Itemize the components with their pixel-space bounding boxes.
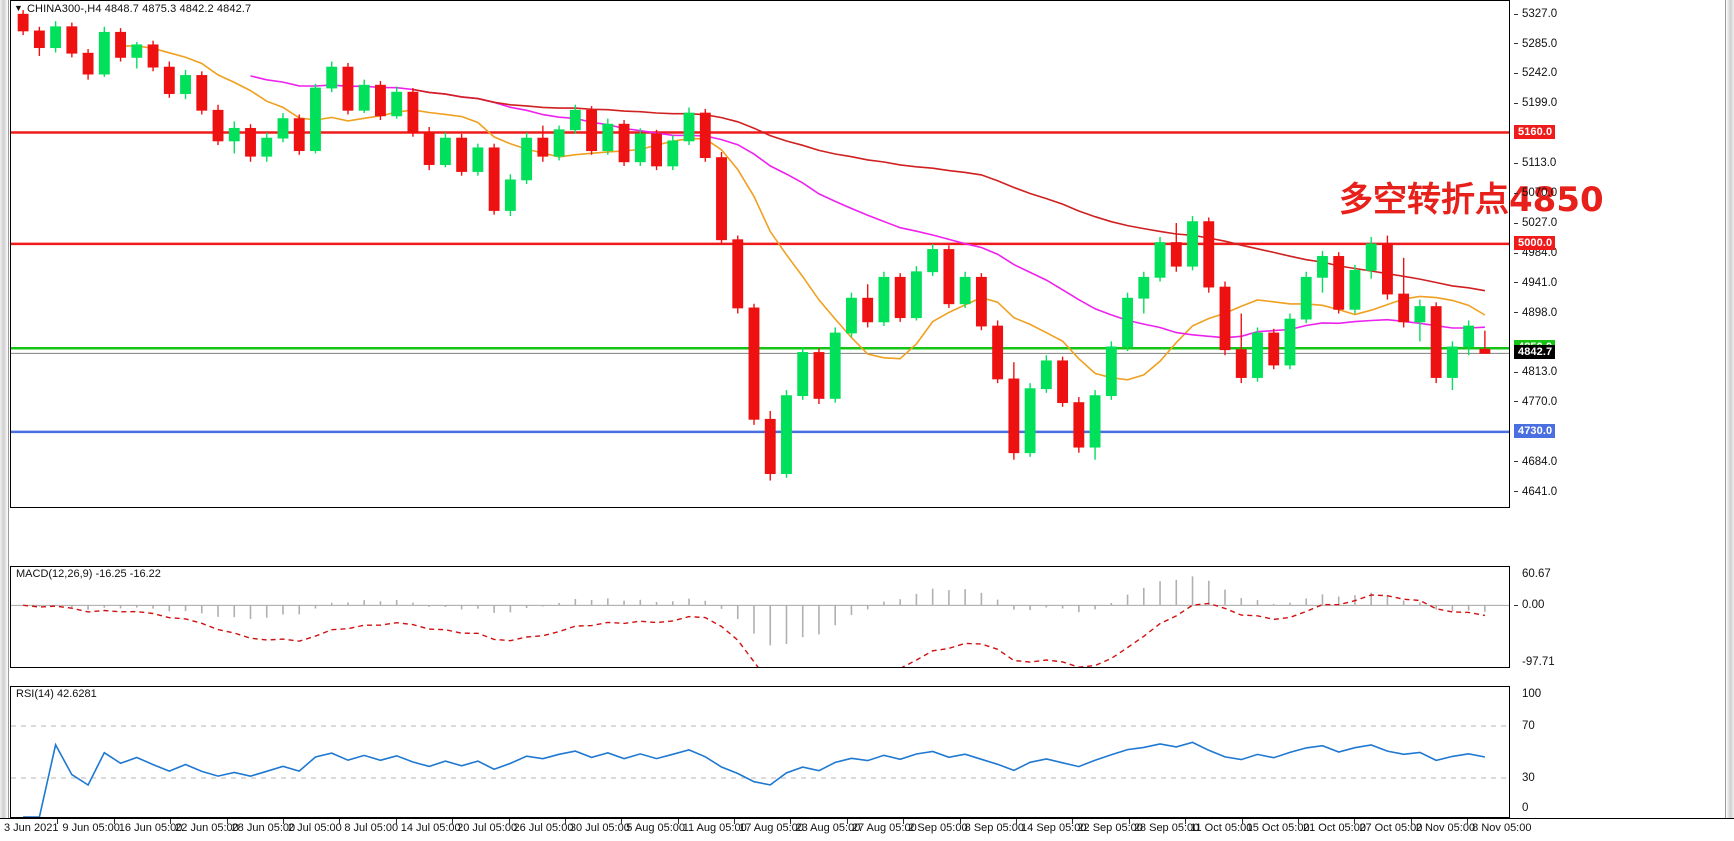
time-label: 30 Jul 05:00	[569, 822, 630, 834]
price-tick: 4898.0	[1514, 307, 1557, 319]
price-tick: 5113.0	[1514, 157, 1556, 169]
rsi-pane[interactable]	[10, 686, 1510, 818]
time-label: 8 Nov 05:00	[1472, 822, 1532, 834]
time-tick	[339, 819, 341, 824]
resistance-5160[interactable]: 5160.0	[1514, 124, 1556, 139]
rsi-scale-tick: 0	[1522, 802, 1529, 814]
price-tick: 4641.0	[1514, 486, 1557, 498]
time-tick	[452, 819, 454, 824]
macd-scale-tick: -97.71	[1522, 656, 1555, 668]
price-tick: 4684.0	[1514, 456, 1557, 468]
time-label: 28 Sep 05:00	[1133, 822, 1200, 834]
time-label: 14 Sep 05:00	[1021, 822, 1087, 834]
price-tick: 5285.0	[1514, 38, 1557, 50]
time-label: 20 Jul 05:00	[457, 822, 518, 834]
time-label: 21 Oct 05:00	[1302, 822, 1366, 834]
time-label: 3 Jun 2021	[4, 822, 59, 834]
time-label: 17 Aug 05:00	[739, 822, 804, 834]
time-label: 27 Oct 05:00	[1359, 822, 1423, 834]
time-tick	[1185, 819, 1187, 824]
time-axis[interactable]: 3 Jun 2021 9 Jun 05:00 16 Jun 05:00 22 Jun …	[0, 818, 1734, 841]
price-scale[interactable]: 5327.0 5285.0 5242.0 5199.0 5113.0 5070.0 5027…	[1514, 0, 1724, 818]
price-tick: 5242.0	[1514, 67, 1557, 79]
time-tick	[959, 819, 961, 824]
price-candlestick-svg	[11, 10, 1509, 481]
macd-header: MACD(12,26,9) -16.25 -16.22	[16, 568, 161, 580]
rsi-scale-tick: 100	[1522, 688, 1542, 700]
price-chart-pane[interactable]	[10, 0, 1510, 508]
time-tick	[1241, 819, 1243, 824]
time-tick	[508, 819, 510, 824]
time-label: 2 Jul 05:00	[287, 822, 342, 834]
time-label: 14 Jul 05:00	[400, 822, 461, 834]
time-label: 22 Jun 05:00	[175, 822, 239, 834]
price-tick: 5070.0	[1514, 187, 1557, 199]
price-tick: 4984.0	[1514, 247, 1557, 259]
time-tick	[395, 819, 397, 824]
price-tick: 5027.0	[1514, 217, 1557, 229]
price-tick: 5199.0	[1514, 97, 1557, 109]
time-label: 11 Aug 05:00	[682, 822, 747, 834]
price-tick: 4813.0	[1514, 366, 1557, 378]
time-label: 28 Jun 05:00	[231, 822, 296, 834]
rsi-svg	[11, 725, 1509, 817]
time-tick	[1072, 819, 1074, 824]
time-label: 15 Oct 05:00	[1246, 822, 1310, 834]
rsi-scale-tick: 70	[1522, 720, 1535, 732]
time-label: 8 Sep 05:00	[964, 822, 1024, 834]
time-tick	[1016, 819, 1018, 824]
time-label: 2 Sep 05:00	[908, 822, 968, 834]
time-tick	[621, 819, 623, 824]
time-tick	[113, 819, 115, 824]
time-label: 11 Oct 05:00	[1190, 822, 1253, 834]
macd-scale-tick: 0.00	[1514, 599, 1544, 611]
time-tick	[1467, 819, 1469, 824]
time-tick	[282, 819, 284, 824]
time-label: 8 Jul 05:00	[344, 822, 399, 834]
price-tick: 4770.0	[1514, 396, 1557, 408]
macd-pane[interactable]	[10, 566, 1510, 668]
time-label: 26 Jul 05:00	[513, 822, 574, 834]
time-label: 16 Jun 05:00	[118, 822, 183, 834]
time-tick	[57, 819, 59, 824]
time-tick	[677, 819, 679, 824]
price-tick: 4941.0	[1514, 277, 1557, 289]
last-price[interactable]: 4842.7	[1514, 345, 1556, 360]
macd-scale-tick: 60.67	[1522, 568, 1551, 580]
price-tick: 5327.0	[1514, 8, 1557, 20]
symbol-header-text: CHINA300-,H4 4848.7 4875.3 4842.2 4842.7	[27, 3, 252, 15]
time-tick	[564, 819, 566, 824]
time-tick	[790, 819, 792, 824]
rsi-header: RSI(14) 42.6281	[16, 688, 97, 700]
macd-svg	[11, 576, 1509, 667]
time-tick	[903, 819, 905, 824]
time-tick	[1354, 819, 1356, 824]
time-tick	[1297, 819, 1299, 824]
time-label: 27 Aug 05:00	[851, 822, 917, 834]
support-4730[interactable]: 4730.0	[1514, 423, 1556, 438]
time-tick	[1128, 819, 1130, 824]
time-tick	[1410, 819, 1412, 824]
time-label: 5 Aug 05:00	[626, 822, 686, 834]
chart-annotation-text: 多空转折点4850	[1339, 180, 1604, 220]
time-tick	[170, 819, 172, 824]
symbol-header: ▼ CHINA300-,H4 4848.7 4875.3 4842.2 4842.…	[14, 3, 251, 15]
resistance-5000[interactable]: 5000.0	[1514, 235, 1556, 250]
time-tick	[734, 819, 736, 824]
time-label: 22 Sep 05:00	[1077, 822, 1143, 834]
left-scrollbar[interactable]	[0, 0, 9, 818]
time-tick	[846, 819, 848, 824]
symbol-dropdown-caret[interactable]: ▼	[14, 3, 24, 13]
right-scrollbar[interactable]	[1725, 0, 1734, 818]
rsi-scale-tick: 30	[1522, 772, 1535, 784]
time-label: 23 Aug 05:00	[795, 822, 861, 834]
time-label: 2 Nov 05:00	[1415, 822, 1476, 834]
time-label: 9 Jun 05:00	[62, 822, 120, 834]
time-tick	[226, 819, 228, 824]
